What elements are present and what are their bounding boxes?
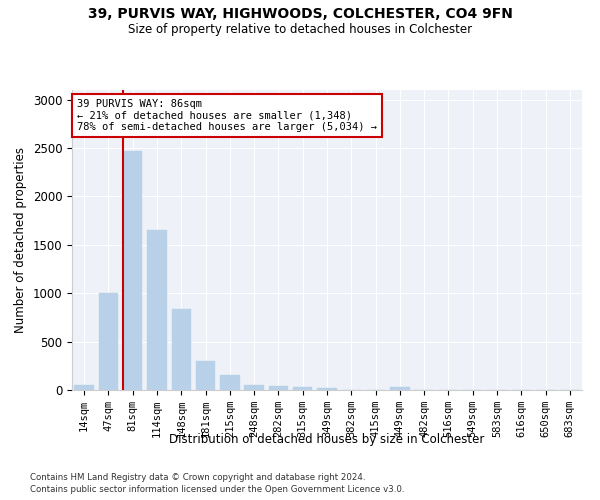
Bar	[390, 387, 410, 390]
Text: 39 PURVIS WAY: 86sqm
← 21% of detached houses are smaller (1,348)
78% of semi-de: 39 PURVIS WAY: 86sqm ← 21% of detached h…	[77, 99, 377, 132]
Bar	[99, 293, 118, 390]
Bar	[196, 361, 215, 390]
Text: Distribution of detached houses by size in Colchester: Distribution of detached houses by size …	[169, 432, 485, 446]
Bar	[269, 386, 288, 390]
Text: Contains HM Land Registry data © Crown copyright and database right 2024.: Contains HM Land Registry data © Crown c…	[30, 472, 365, 482]
Y-axis label: Number of detached properties: Number of detached properties	[14, 147, 27, 333]
Bar	[317, 388, 337, 390]
Bar	[220, 376, 239, 390]
Text: Contains public sector information licensed under the Open Government Licence v3: Contains public sector information licen…	[30, 485, 404, 494]
Bar	[293, 386, 313, 390]
Bar	[244, 384, 264, 390]
Bar	[123, 151, 142, 390]
Text: Size of property relative to detached houses in Colchester: Size of property relative to detached ho…	[128, 22, 472, 36]
Bar	[172, 308, 191, 390]
Bar	[147, 230, 167, 390]
Text: 39, PURVIS WAY, HIGHWOODS, COLCHESTER, CO4 9FN: 39, PURVIS WAY, HIGHWOODS, COLCHESTER, C…	[88, 8, 512, 22]
Bar	[74, 385, 94, 390]
